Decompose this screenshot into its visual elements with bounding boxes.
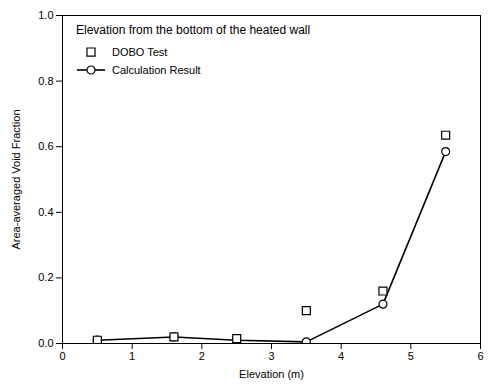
svg-text:1.0: 1.0 [38, 9, 53, 21]
svg-text:0.0: 0.0 [38, 337, 53, 349]
svg-text:Elevation (m): Elevation (m) [239, 368, 304, 380]
svg-text:0: 0 [59, 350, 65, 362]
html-text:Elevation from the bottom of t: Elevation from the bottom of the heated … [76, 23, 311, 37]
svg-text:Area-averaged Void Fraction: Area-averaged Void Fraction [10, 109, 22, 249]
svg-text:4: 4 [338, 350, 344, 362]
html-text:DOBO Test: DOBO Test [112, 46, 168, 58]
svg-text:0.6: 0.6 [38, 140, 53, 152]
svg-text:0.2: 0.2 [38, 271, 53, 283]
html-text:Calculation Result: Calculation Result [112, 64, 201, 76]
svg-text:5: 5 [408, 350, 414, 362]
svg-text:0.4: 0.4 [38, 206, 53, 218]
svg-text:1: 1 [129, 350, 135, 362]
svg-text:6: 6 [477, 350, 483, 362]
svg-text:2: 2 [199, 350, 205, 362]
svg-text:0.8: 0.8 [38, 75, 53, 87]
svg-text:3: 3 [268, 350, 274, 362]
